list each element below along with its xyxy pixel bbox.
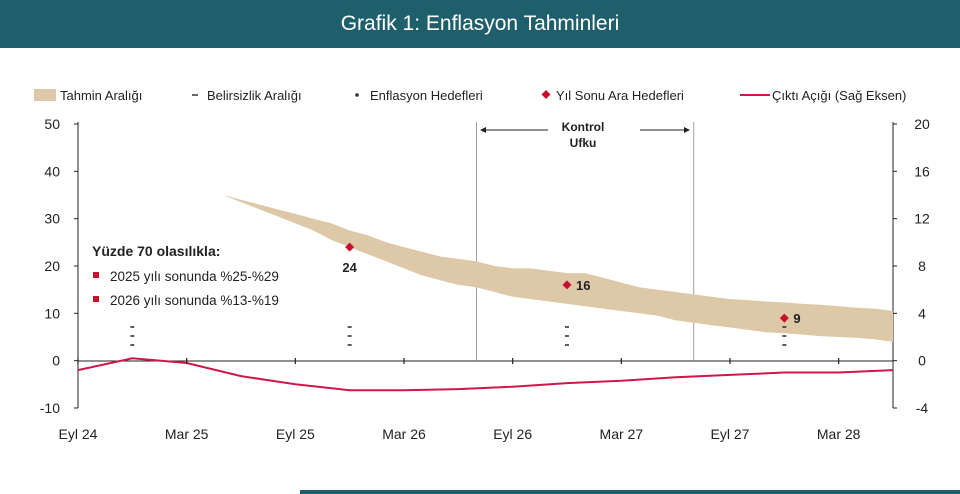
left-tick-label: 40 — [44, 163, 60, 179]
right-tick-label: 12 — [914, 211, 930, 227]
x-tick-label: Mar 27 — [600, 426, 644, 442]
right-tick-label: 20 — [914, 116, 930, 132]
x-tick-label: Eyl 27 — [711, 426, 750, 442]
chart-title: Grafik 1: Enflasyon Tahminleri — [340, 12, 620, 35]
right-tick-label: 16 — [914, 163, 930, 179]
left-tick-label: 50 — [44, 116, 60, 132]
control-horizon-label-2: Ufku — [570, 136, 597, 150]
x-tick-label: Eyl 26 — [493, 426, 532, 442]
annotation-bullet-2 — [93, 296, 99, 302]
legend: Tahmin Aralığı Belirsizlik Aralığı Enfla… — [34, 88, 906, 103]
legend-target-label: Enflasyon Hedefleri — [370, 88, 483, 103]
right-tick-label: 8 — [918, 258, 926, 274]
title-bar: Grafik 1: Enflasyon Tahminleri — [0, 0, 960, 48]
right-tick-label: 4 — [918, 305, 926, 321]
x-tick-label: Mar 25 — [165, 426, 209, 442]
year-end-target-label: 24 — [342, 260, 357, 275]
legend-ye-target-swatch — [541, 90, 551, 99]
annotation-bullet-1 — [93, 272, 99, 278]
year-end-target-label: 9 — [793, 311, 800, 326]
bottom-rule — [300, 490, 960, 494]
left-tick-label: -10 — [40, 400, 60, 416]
right-tick-label: -4 — [916, 400, 929, 416]
arrowhead-right-icon — [684, 127, 690, 133]
x-tick-label: Eyl 25 — [276, 426, 315, 442]
probability-annotation: Yüzde 70 olasılıkla: 2025 yılı sonunda %… — [92, 243, 279, 308]
legend-target-swatch — [355, 93, 359, 97]
left-tick-label: 20 — [44, 258, 60, 274]
x-tick-label: Eyl 24 — [59, 426, 98, 442]
year-end-target-marker — [779, 313, 789, 323]
arrowhead-left-icon — [480, 127, 486, 133]
year-end-target-marker — [345, 242, 355, 252]
annotation-heading: Yüzde 70 olasılıkla: — [92, 243, 220, 259]
forecast-band — [78, 126, 893, 342]
x-tick-label: Mar 26 — [382, 426, 426, 442]
x-tick-label: Mar 28 — [817, 426, 861, 442]
annotation-line-1: 2025 yılı sonunda %25-%29 — [110, 269, 279, 284]
legend-band-label: Tahmin Aralığı — [60, 88, 142, 103]
right-tick-label: 0 — [918, 353, 926, 369]
annotation-line-2: 2026 yılı sonunda %13-%19 — [110, 293, 279, 308]
control-horizon-label-1: Kontrol — [562, 120, 605, 134]
legend-uncertainty-label: Belirsizlik Aralığı — [207, 88, 302, 103]
legend-ye-target-label: Yıl Sonu Ara Hedefleri — [556, 88, 684, 103]
left-tick-label: 30 — [44, 211, 60, 227]
left-tick-label: 0 — [52, 353, 60, 369]
legend-gap-label: Çıktı Açığı (Sağ Eksen) — [772, 88, 906, 103]
year-end-target-label: 16 — [576, 278, 590, 293]
year-end-target-marker — [562, 280, 572, 290]
control-horizon: Kontrol Ufku — [476, 120, 695, 361]
output-gap-line — [77, 357, 894, 392]
legend-band-swatch — [34, 89, 56, 101]
left-tick-label: 10 — [44, 305, 60, 321]
